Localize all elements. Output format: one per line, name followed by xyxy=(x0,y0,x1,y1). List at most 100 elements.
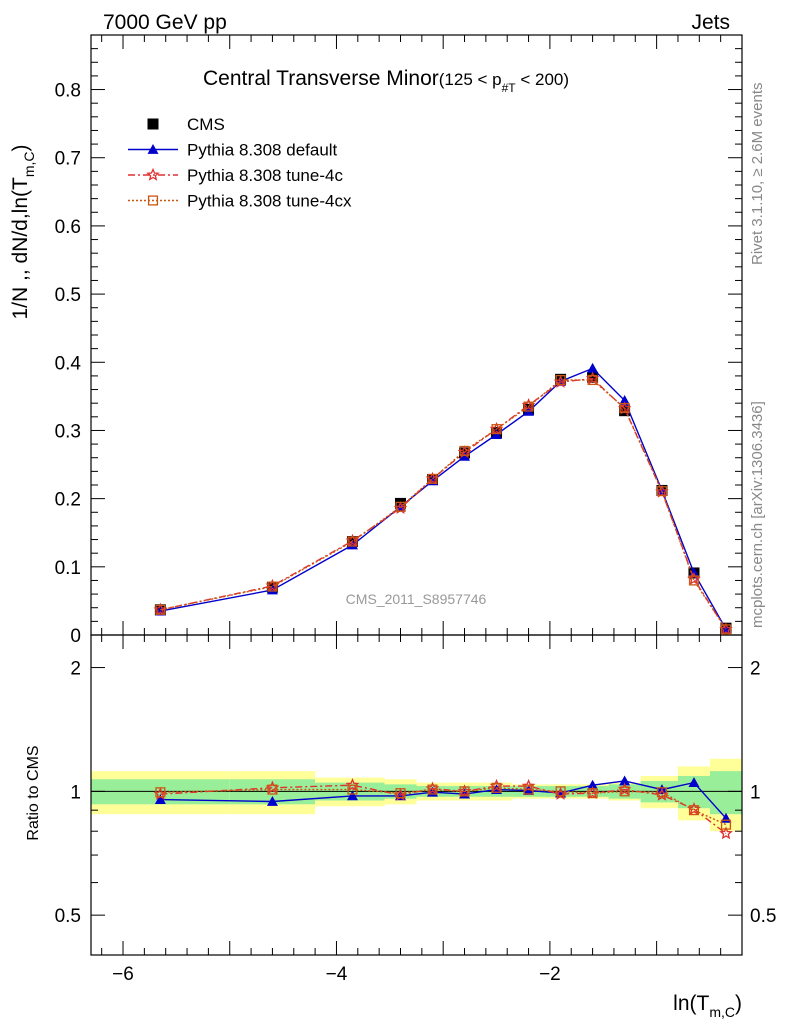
series-point-2 xyxy=(491,424,502,435)
series-line-2 xyxy=(160,379,727,630)
x-axis-label-main: ln(T xyxy=(673,992,709,1015)
y-tick-label: 0 xyxy=(70,626,81,647)
ratio-point-0 xyxy=(346,790,358,801)
series-point-2 xyxy=(688,575,700,586)
ratio-tick-label: 2 xyxy=(70,659,81,680)
ratio-tick-label: 1 xyxy=(70,782,81,803)
cms-point xyxy=(587,371,599,383)
legend-label-0: CMS xyxy=(187,115,225,134)
x-tick-label: −4 xyxy=(326,964,348,985)
ratio-uncertainty-bands xyxy=(91,758,742,832)
x-axis-label: ln(Tm,C) xyxy=(673,992,742,1020)
ratio-point-0 xyxy=(688,777,700,788)
series-point-2 xyxy=(459,445,470,456)
header-left: 7000 GeV pp xyxy=(103,11,227,34)
ratio-band-inner xyxy=(709,771,742,815)
ratio-tick-label-right: 2 xyxy=(750,659,761,680)
y-axis-label-end: ) xyxy=(9,144,32,151)
mcplots-label: mcplots.cern.ch [arXiv:1306.3436] xyxy=(749,401,766,628)
y-tick-label: 0.7 xyxy=(55,149,81,170)
series-point-2 xyxy=(395,501,406,512)
legend-label-1: Pythia 8.308 default xyxy=(187,141,338,160)
ratio-point-2 xyxy=(155,787,166,798)
main-series-layer xyxy=(153,362,733,636)
chart-title-range-end: < 200) xyxy=(516,70,569,89)
y-tick-label: 0.6 xyxy=(55,217,81,238)
ratio-line-2 xyxy=(160,787,727,826)
series-point-2 xyxy=(427,473,438,484)
legend-label-2: Pythia 8.308 tune-4c xyxy=(187,166,343,185)
chart-title-main: Central Transverse Minor xyxy=(203,67,439,90)
series-point-0 xyxy=(266,584,278,595)
ratio-point-0 xyxy=(154,794,166,804)
series-point-2 xyxy=(523,401,534,412)
ratio-tick-label: 0.5 xyxy=(55,906,81,927)
ratio-tick-label-right: 1 xyxy=(750,782,761,803)
y-axis-label-sub: m,C xyxy=(21,151,37,177)
legend-label-3: Pythia 8.308 tune-4cx xyxy=(187,192,352,211)
main-plot-frame: 0 0.1 0.2 0.3 0.4 0.5 0.6 0.7 0.8 xyxy=(55,34,743,647)
chart-title: Central Transverse Minor(125 < p#T < 200… xyxy=(203,67,569,95)
series-point-2 xyxy=(720,624,732,635)
series-point-2 xyxy=(267,581,278,592)
ratio-point-2 xyxy=(347,784,358,795)
ratio-line-1 xyxy=(160,784,727,835)
y-tick-label: 0.3 xyxy=(55,421,81,442)
series-point-2 xyxy=(155,604,166,615)
series-point-2 xyxy=(587,374,598,386)
y-axis-label: 1/N ,, dN/d,ln(Tm,C) xyxy=(9,144,37,319)
ratio-plot-border xyxy=(90,634,743,956)
ratio-point-2 xyxy=(720,819,732,830)
legend-marker-2 xyxy=(146,167,160,181)
series-point-0 xyxy=(346,539,358,550)
rivet-label: Rivet 3.1.10, ≥ 2.6M events xyxy=(749,83,766,266)
y-tick-label: 0.4 xyxy=(55,353,82,374)
x-tick-label: −6 xyxy=(112,964,134,985)
ratio-point-1 xyxy=(521,778,536,792)
ratio-point-2 xyxy=(555,786,566,797)
ratio-point-1 xyxy=(345,778,360,792)
ratio-series-layer xyxy=(153,775,733,840)
y-tick-label: 0.1 xyxy=(55,558,81,579)
y-axis-label-main: 1/N ,, dN/d,ln(T xyxy=(9,177,32,320)
ratio-point-2 xyxy=(523,784,534,795)
series-point-2 xyxy=(347,536,358,547)
ratio-point-0 xyxy=(266,795,278,806)
ratio-point-2 xyxy=(427,784,438,795)
y-tick-label: 0.8 xyxy=(55,81,81,102)
legend-marker-3 xyxy=(147,195,159,206)
header-right: Jets xyxy=(691,11,730,34)
ratio-point-2 xyxy=(619,786,630,797)
ratio-point-2 xyxy=(587,788,598,799)
legend-marker-0 xyxy=(147,118,159,130)
series-point-0 xyxy=(587,362,599,373)
ratio-point-0 xyxy=(587,779,599,790)
x-axis-label-sub: m,C xyxy=(709,1004,735,1020)
ratio-point-2 xyxy=(656,787,668,798)
series-point-2 xyxy=(555,374,566,386)
series-line-0 xyxy=(160,367,727,630)
legend: CMS Pythia 8.308 default Pythia 8.308 tune… xyxy=(128,115,352,211)
x-axis-label-end: ) xyxy=(735,992,742,1015)
ratio-line-0 xyxy=(160,780,727,819)
series-point-2 xyxy=(656,486,668,497)
x-tick-label: −2 xyxy=(539,964,561,985)
ratio-axis-label: Ratio to CMS xyxy=(25,745,42,840)
ratio-point-1 xyxy=(719,826,733,840)
ratio-point-2 xyxy=(459,786,470,797)
series-point-0 xyxy=(619,394,631,405)
analysis-tag: CMS_2011_S8957746 xyxy=(346,591,487,607)
ratio-point-2 xyxy=(267,784,278,795)
ratio-tick-label-right: 0.5 xyxy=(750,906,776,927)
chart-title-range: (125 < p xyxy=(439,70,502,89)
y-tick-label: 0.5 xyxy=(55,285,81,306)
legend-marker-1 xyxy=(147,144,159,154)
ratio-point-2 xyxy=(395,788,406,799)
series-point-2 xyxy=(619,402,630,414)
ratio-point-2 xyxy=(491,782,502,793)
ratio-point-2 xyxy=(688,805,700,816)
chart-title-range-sub: #T xyxy=(502,81,517,95)
y-tick-label: 0.2 xyxy=(55,490,81,511)
ratio-point-0 xyxy=(619,775,631,786)
